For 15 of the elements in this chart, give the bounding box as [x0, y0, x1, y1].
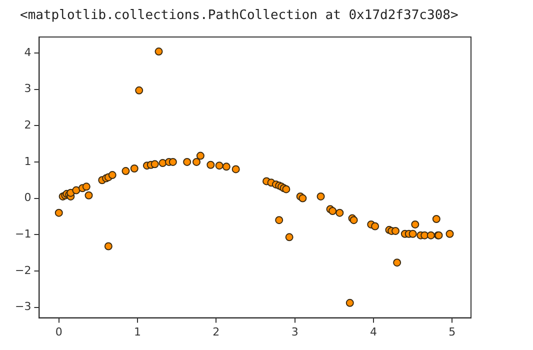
y-tick-label: −3 — [14, 300, 32, 314]
y-tick-label: 4 — [24, 46, 32, 59]
y-tick-label: 1 — [24, 154, 32, 168]
x-tick-label: 1 — [134, 325, 142, 338]
x-tick-label: 4 — [370, 325, 377, 338]
x-tick-label: 2 — [212, 325, 220, 338]
x-tick-label: 3 — [291, 325, 298, 338]
y-tick-label: −1 — [14, 227, 32, 240]
x-tick-label: 0 — [55, 325, 62, 338]
y-tick-label: 2 — [24, 118, 32, 132]
y-tick-label: −2 — [14, 264, 32, 277]
x-tick-label: 5 — [448, 325, 456, 338]
y-tick-label: 0 — [24, 191, 32, 204]
text: <matplotlib.collections.PathCollection at 0x17d2f37c308> — [20, 8, 458, 23]
y-tick-label: 3 — [24, 82, 32, 96]
